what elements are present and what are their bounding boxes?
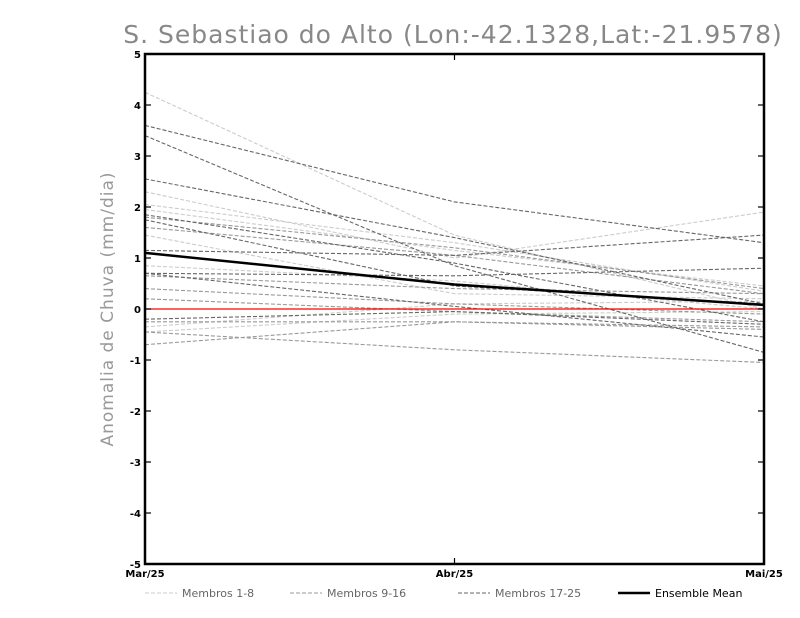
member-line-g2-7 bbox=[144, 331, 765, 364]
legend: Membros 1-8 Membros 9-16 Membros 17-25 Ense… bbox=[145, 587, 742, 600]
legend-label: Ensemble Mean bbox=[655, 587, 742, 600]
y-tick-label: -3 bbox=[130, 458, 141, 469]
y-tick-label: 2 bbox=[134, 203, 141, 214]
member-line-g1-5 bbox=[144, 234, 765, 300]
y-tick-label: 5 bbox=[134, 50, 141, 61]
member-lines bbox=[144, 91, 765, 364]
legend-label: Membros 17-25 bbox=[495, 587, 581, 600]
member-line-g3-1 bbox=[144, 124, 765, 244]
member-line-g1-6 bbox=[144, 265, 765, 310]
y-tick-label: 3 bbox=[134, 152, 141, 163]
member-line-g1-7 bbox=[144, 300, 765, 328]
y-tick-label: -2 bbox=[130, 407, 141, 418]
member-line-g2-3 bbox=[144, 275, 765, 295]
member-line-g2-6 bbox=[145, 321, 765, 330]
y-tick-label: 4 bbox=[134, 101, 141, 112]
y-tick-label: -5 bbox=[130, 560, 141, 571]
ensemble-mean-polyline bbox=[144, 251, 765, 307]
member-line-g3-8 bbox=[144, 272, 765, 338]
x-tick-label: Abr/25 bbox=[436, 569, 473, 580]
member-line-g1-2 bbox=[144, 191, 765, 259]
y-tick-label: -1 bbox=[130, 356, 141, 367]
member-line-g3-4 bbox=[144, 214, 765, 323]
member-line-g2-4 bbox=[144, 288, 765, 315]
legend-label: Membros 1-8 bbox=[182, 587, 254, 600]
member-line-g2-1 bbox=[144, 216, 765, 290]
member-line-g3-6 bbox=[144, 234, 765, 256]
member-line-g2-5 bbox=[144, 298, 765, 323]
y-tick-label: -4 bbox=[130, 509, 141, 520]
member-line-g3-7 bbox=[144, 267, 765, 277]
member-line-g3-2 bbox=[144, 135, 765, 353]
member-line-g1-4 bbox=[144, 208, 765, 287]
y-axis-ticks: -5 -4 -3 -2 -1 0 1 2 3 4 5 bbox=[130, 50, 764, 571]
x-axis-ticks: Mar/25 Abr/25 Mai/25 bbox=[125, 54, 783, 580]
x-tick-label: Mai/25 bbox=[745, 569, 783, 580]
chart-title: S. Sebastiao do Alto (Lon:-42.1328,Lat:-… bbox=[123, 20, 783, 49]
y-axis-label: Anomalia de Chuva (mm/dia) bbox=[98, 171, 118, 446]
member-line-g2-2 bbox=[144, 226, 765, 295]
member-line-g3-3 bbox=[144, 178, 765, 305]
ensemble-mean-line bbox=[144, 251, 765, 307]
member-line-g1-3 bbox=[144, 203, 765, 292]
y-tick-label: 1 bbox=[134, 254, 141, 265]
y-tick-label: 0 bbox=[134, 305, 141, 316]
x-tick-label: Mar/25 bbox=[125, 569, 164, 580]
member-line-g3-9 bbox=[144, 311, 765, 325]
member-line-g1-8 bbox=[144, 311, 765, 333]
member-line-g1-1 bbox=[144, 91, 765, 310]
legend-label: Membros 9-16 bbox=[327, 587, 406, 600]
member-line-g2-8 bbox=[144, 321, 765, 346]
